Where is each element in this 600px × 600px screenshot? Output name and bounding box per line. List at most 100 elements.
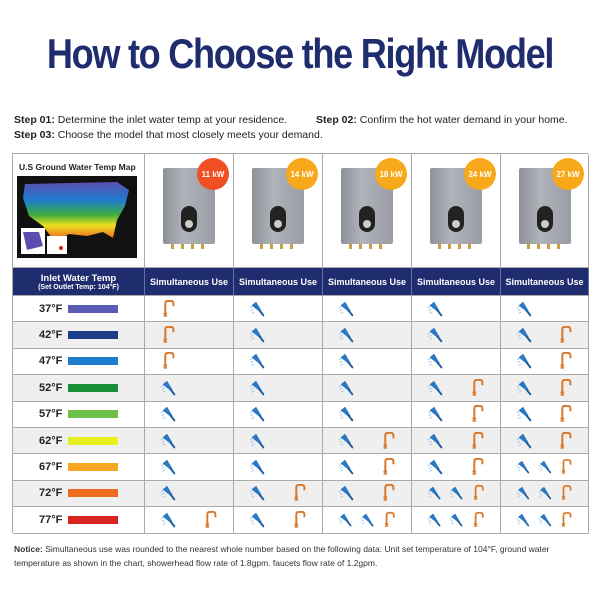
map-cell: U.S Ground Water Temp Map: [13, 154, 145, 268]
simultaneous-use-cell: [234, 428, 323, 455]
temp-color-swatch: [68, 357, 119, 366]
showerhead-icon: [538, 513, 551, 527]
model-image-cell: 18 kW: [323, 154, 412, 268]
temp-row-label: 47°F: [13, 348, 145, 376]
faucet-icon: [383, 458, 395, 475]
showerhead-icon: [160, 459, 176, 475]
simultaneous-use-cell: [501, 375, 589, 402]
temp-row-label: 67°F: [13, 454, 145, 481]
us-ground-water-temp-map: [17, 176, 137, 258]
step-03: Step 03: Choose the model that most clos…: [14, 129, 323, 141]
showerhead-icon: [160, 512, 176, 528]
pipe-fittings: [349, 244, 385, 249]
showerhead-icon: [160, 486, 176, 501]
simultaneous-use-cell: [145, 428, 234, 455]
simultaneous-use-cell: [234, 454, 323, 481]
temp-color-swatch: [68, 383, 119, 392]
showerhead-icon: [338, 380, 354, 396]
faucet-icon: [560, 378, 572, 396]
simultaneous-use-cell: [145, 296, 234, 323]
simultaneous-use-cell: [145, 375, 234, 402]
simultaneous-use-cell: [323, 296, 412, 323]
simultaneous-use-cell: [412, 507, 501, 534]
showerhead-icon: [249, 512, 265, 528]
showerhead-icon: [249, 327, 265, 343]
pipe-fittings: [260, 244, 296, 249]
temp-value: 72°F: [39, 487, 63, 500]
temp-value: 62°F: [39, 434, 63, 447]
showerhead-icon: [427, 380, 443, 396]
showerhead-icon: [160, 380, 176, 396]
temp-color-swatch: [68, 410, 119, 419]
faucet-icon: [294, 484, 306, 502]
simultaneous-use-cell: [234, 507, 323, 534]
showerhead-icon: [160, 433, 176, 448]
showerhead-icon: [427, 327, 443, 343]
step-02: Step 02: Confirm the hot water demand in…: [316, 114, 568, 126]
simultaneous-use-cell: [412, 296, 501, 323]
model-image-cell: 14 kW: [234, 154, 323, 268]
showerhead-icon: [338, 433, 354, 448]
showerhead-icon: [516, 513, 530, 527]
header-simultaneous-use: Simultaneous Use: [323, 268, 412, 296]
showerhead-icon: [338, 354, 354, 369]
showerhead-icon: [427, 354, 443, 369]
simultaneous-use-cell: [501, 322, 589, 349]
notice: Notice: Simultaneous use was rounded to …: [14, 544, 550, 568]
water-heater-image: [252, 168, 304, 249]
simultaneous-use-cell: [412, 375, 501, 402]
temp-value: 47°F: [39, 355, 63, 368]
simultaneous-use-cell: [412, 428, 501, 455]
faucet-icon: [163, 299, 175, 317]
faucet-icon: [294, 510, 306, 528]
simultaneous-use-cell: [145, 480, 234, 508]
header-simultaneous-use: Simultaneous Use: [234, 268, 323, 296]
faucet-icon: [385, 511, 395, 527]
showerhead-icon: [449, 487, 463, 500]
temp-value: 77°F: [39, 513, 63, 526]
simultaneous-use-cell: [145, 401, 234, 428]
simultaneous-use-cell: [323, 322, 412, 349]
simultaneous-use-cell: [234, 348, 323, 376]
showerhead-icon: [427, 301, 443, 316]
simultaneous-use-cell: [501, 480, 589, 508]
showerhead-icon: [338, 301, 354, 316]
simultaneous-use-cell: [323, 401, 412, 428]
header-inlet-water-temp: Inlet Water Temp (Set Outlet Temp: 104°F): [13, 268, 145, 296]
temp-row-label: 57°F: [13, 401, 145, 428]
temp-value: 37°F: [39, 302, 63, 315]
temp-row-label: 52°F: [13, 375, 145, 402]
simultaneous-use-cell: [323, 454, 412, 481]
simultaneous-use-cell: [323, 428, 412, 455]
temp-row-label: 77°F: [13, 507, 145, 534]
control-panel: [359, 206, 375, 232]
power-badge: 11 kW: [197, 158, 229, 190]
faucet-icon: [383, 431, 395, 449]
showerhead-icon: [427, 459, 443, 475]
faucet-icon: [474, 511, 484, 527]
simultaneous-use-cell: [234, 296, 323, 323]
faucet-icon: [562, 511, 572, 527]
faucet-icon: [163, 352, 175, 370]
pipe-fittings: [171, 244, 207, 249]
showerhead-icon: [427, 487, 441, 500]
faucet-icon: [472, 405, 484, 422]
temp-row-label: 37°F: [13, 296, 145, 323]
faucet-icon: [472, 378, 484, 396]
model-image-cell: 27 kW: [501, 154, 589, 268]
power-badge: 24 kW: [464, 158, 496, 190]
showerhead-icon: [249, 486, 265, 501]
showerhead-icon: [449, 513, 463, 527]
showerhead-icon: [538, 460, 551, 474]
temp-value: 42°F: [39, 329, 63, 342]
faucet-icon: [560, 352, 572, 370]
temp-row-label: 42°F: [13, 322, 145, 349]
simultaneous-use-cell: [501, 507, 589, 534]
simultaneous-use-cell: [145, 507, 234, 534]
showerhead-icon: [516, 354, 532, 369]
showerhead-icon: [516, 407, 532, 422]
power-badge: 18 kW: [375, 158, 407, 190]
header-simultaneous-use: Simultaneous Use: [412, 268, 501, 296]
temp-color-swatch: [68, 436, 119, 445]
simultaneous-use-cell: [234, 480, 323, 508]
